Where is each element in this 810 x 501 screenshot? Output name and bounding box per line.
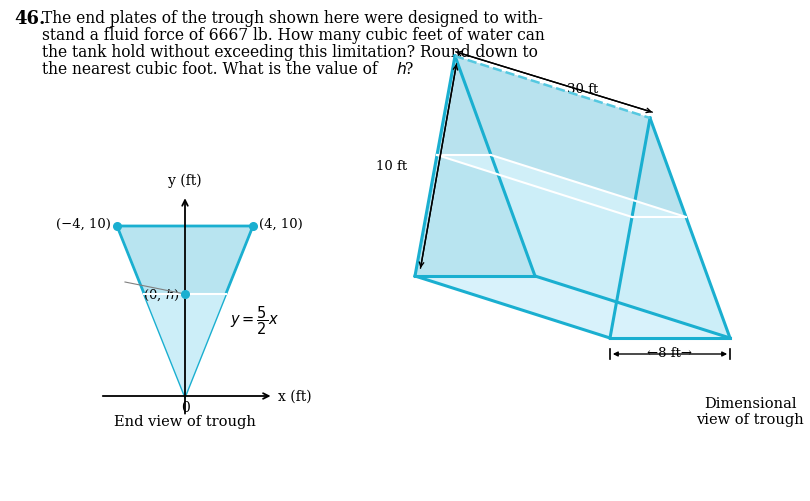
Text: the nearest cubic foot. What is the value of: the nearest cubic foot. What is the valu… bbox=[42, 61, 382, 78]
Polygon shape bbox=[437, 57, 491, 156]
Text: 30 ft: 30 ft bbox=[568, 83, 599, 96]
Text: $y = \dfrac{5}{2}x$: $y = \dfrac{5}{2}x$ bbox=[229, 304, 279, 336]
Text: Dimensional
view of trough: Dimensional view of trough bbox=[696, 396, 804, 426]
Text: stand a fluid force of 6667 lb. How many cubic feet of water can: stand a fluid force of 6667 lb. How many… bbox=[42, 27, 545, 44]
Polygon shape bbox=[437, 156, 686, 217]
Text: (4, 10): (4, 10) bbox=[259, 217, 303, 230]
Polygon shape bbox=[455, 57, 730, 338]
Text: (−4, 10): (−4, 10) bbox=[56, 217, 111, 230]
Text: $h$: $h$ bbox=[396, 61, 407, 78]
Polygon shape bbox=[415, 277, 730, 338]
Text: (0, $h$): (0, $h$) bbox=[143, 287, 180, 302]
Polygon shape bbox=[117, 226, 253, 396]
Text: ←8 ft→: ←8 ft→ bbox=[647, 346, 693, 359]
Text: End view of trough: End view of trough bbox=[114, 414, 256, 428]
Text: x (ft): x (ft) bbox=[279, 389, 312, 403]
Text: the tank hold without exceeding this limitation? Round down to: the tank hold without exceeding this lim… bbox=[42, 44, 538, 61]
Text: 46.: 46. bbox=[14, 10, 45, 28]
Polygon shape bbox=[455, 57, 686, 217]
Polygon shape bbox=[610, 119, 730, 338]
Text: ?: ? bbox=[405, 61, 413, 78]
Polygon shape bbox=[437, 57, 650, 217]
Polygon shape bbox=[415, 57, 650, 338]
Polygon shape bbox=[415, 57, 535, 277]
Text: 10 ft: 10 ft bbox=[376, 160, 407, 173]
Polygon shape bbox=[144, 295, 226, 396]
Text: 0: 0 bbox=[181, 400, 190, 414]
Text: The end plates of the trough shown here were designed to with-: The end plates of the trough shown here … bbox=[42, 10, 543, 27]
Text: y (ft): y (ft) bbox=[168, 173, 202, 187]
